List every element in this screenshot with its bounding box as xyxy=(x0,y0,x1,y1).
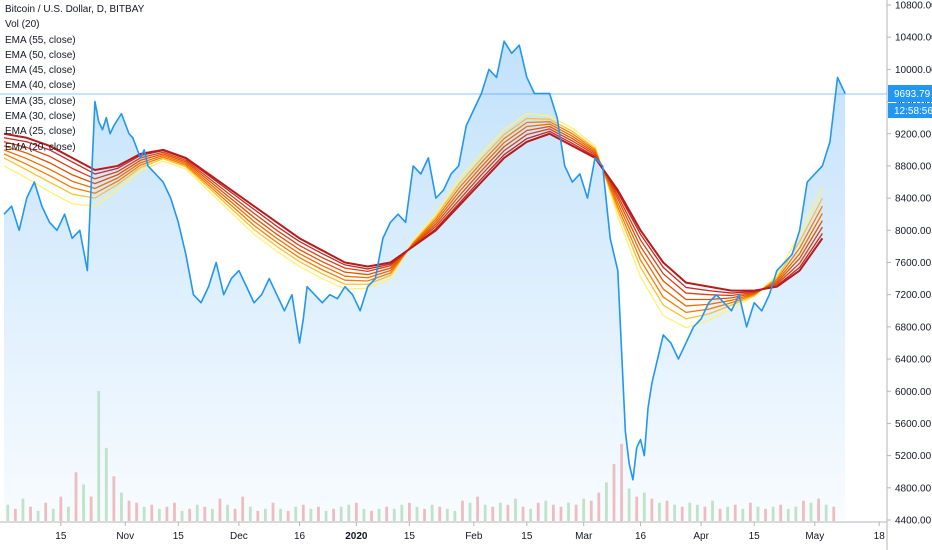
y-tick-label: 5200.00 xyxy=(895,451,932,462)
legend-ema-40[interactable]: EMA (40, close) xyxy=(5,80,76,92)
legend-symbol-title[interactable]: Bitcoin / U.S. Dollar, D, BITBAY xyxy=(5,4,145,15)
x-axis[interactable]: 15 Nov 15 Dec 16 2020 15 Feb 15 Mar 16 Apr 15 May 18 xyxy=(0,521,887,542)
last-price-tag[interactable]: 9693.79 12:58:56 xyxy=(888,85,932,119)
y-axis[interactable]: 10800.00 10400.00 10000.00 9600.00 9200.00 88… xyxy=(886,0,932,550)
legend-ema-35[interactable]: EMA (35, close) xyxy=(5,95,76,107)
y-tick-label: 4800.00 xyxy=(895,483,932,494)
x-tick-label: 18 xyxy=(874,531,886,542)
ema-line-7[interactable] xyxy=(3,112,823,329)
x-tick-label: 16 xyxy=(294,531,306,542)
price-tag-bg xyxy=(888,85,932,103)
y-tick-label: 4400.00 xyxy=(895,516,932,527)
x-tick-label: May xyxy=(805,531,824,542)
x-tick-label: Mar xyxy=(575,531,593,542)
y-tick-label: 7200.00 xyxy=(895,290,932,301)
y-tick-label: 6000.00 xyxy=(895,387,932,398)
legend-ema-25[interactable]: EMA (25, close) xyxy=(5,126,76,138)
price-area xyxy=(4,41,846,520)
legend-ema-45[interactable]: EMA (45, close) xyxy=(5,65,76,77)
x-tick-label: Nov xyxy=(116,531,134,542)
x-tick-label: 15 xyxy=(749,531,761,542)
y-tick-label: 8000.00 xyxy=(895,226,932,237)
x-tick-label: 15 xyxy=(521,531,533,542)
chart-legend: Bitcoin / U.S. Dollar, D, BITBAY Vol (20… xyxy=(5,2,144,155)
x-tick-label: Apr xyxy=(693,531,709,542)
y-tick-label: 8800.00 xyxy=(895,161,932,172)
y-tick-label: 6800.00 xyxy=(895,322,932,333)
legend-ema-20[interactable]: EMA (20, close) xyxy=(5,141,76,153)
x-tick-label: Feb xyxy=(465,531,483,542)
y-tick-label: 7600.00 xyxy=(895,258,932,269)
y-tick-label: 9600.00 xyxy=(895,97,932,108)
y-tick-label: 10000.00 xyxy=(895,65,932,76)
x-tick-label: 16 xyxy=(635,531,647,542)
ema-line-0[interactable] xyxy=(3,132,824,292)
legend-volume[interactable]: Vol (20) xyxy=(5,19,40,31)
legend-ema-30[interactable]: EMA (30, close) xyxy=(5,111,76,123)
countdown-bg xyxy=(888,103,932,119)
price-tag-value: 9693.79 xyxy=(894,89,931,100)
x-tick-label: 15 xyxy=(404,531,416,542)
y-tick-label: 10800.00 xyxy=(895,1,932,12)
y-tick-label: 9200.00 xyxy=(895,129,932,140)
x-tick-label: 15 xyxy=(55,531,67,542)
x-tick-label: 2020 xyxy=(345,531,368,542)
x-tick-label: Dec xyxy=(230,531,248,542)
y-tick-label: 5600.00 xyxy=(895,419,932,430)
legend-ema-55[interactable]: EMA (55, close) xyxy=(5,34,76,46)
price-line[interactable] xyxy=(3,40,846,481)
countdown-value: 12:58:56 xyxy=(894,106,932,117)
y-tick-label: 8400.00 xyxy=(895,194,932,205)
x-tick-label: 15 xyxy=(173,531,185,542)
y-tick-label: 10400.00 xyxy=(895,33,932,44)
legend-ema-50[interactable]: EMA (50, close) xyxy=(5,49,76,61)
y-tick-label: 6400.00 xyxy=(895,355,932,366)
